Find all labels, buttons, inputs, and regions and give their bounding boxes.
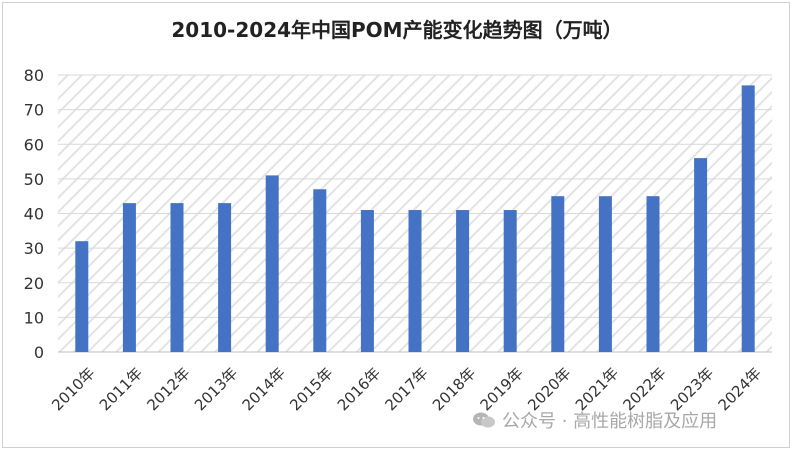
y-tick-label: 0 xyxy=(34,343,44,362)
bar xyxy=(170,203,184,352)
bar xyxy=(456,210,470,352)
y-tick-label: 10 xyxy=(24,308,44,327)
watermark-text: 公众号 · 高性能树脂及应用 xyxy=(502,411,718,432)
x-tick-label: 2010年 xyxy=(48,364,98,414)
y-tick-label: 80 xyxy=(24,66,44,85)
x-tick-label: 2011年 xyxy=(96,364,146,414)
bar xyxy=(694,158,708,352)
bar xyxy=(218,203,232,352)
watermark: 公众号 · 高性能树脂及应用 xyxy=(472,406,717,434)
bar xyxy=(646,196,660,352)
chart-frame xyxy=(2,2,790,448)
x-tick-label: 2012年 xyxy=(143,364,193,414)
x-tick-label: 2015年 xyxy=(286,364,336,414)
y-tick-label: 30 xyxy=(24,239,44,258)
x-tick-label: 2024年 xyxy=(715,364,765,414)
bar xyxy=(360,210,374,352)
wechat-icon xyxy=(473,412,495,428)
bar xyxy=(75,241,89,352)
bar xyxy=(265,175,279,352)
bar xyxy=(313,189,327,352)
x-tick-label: 2013年 xyxy=(191,364,241,414)
y-tick-label: 60 xyxy=(24,135,44,154)
bar xyxy=(122,203,136,352)
bar xyxy=(408,210,422,352)
y-tick-label: 40 xyxy=(24,205,44,224)
y-tick-label: 70 xyxy=(24,101,44,120)
bar xyxy=(598,196,612,352)
y-tick-label: 20 xyxy=(24,274,44,293)
chart-title: 2010-2024年中国POM产能变化趋势图（万吨） xyxy=(171,18,623,42)
bar xyxy=(741,85,755,352)
x-tick-label: 2017年 xyxy=(381,364,431,414)
bar xyxy=(503,210,517,352)
bar xyxy=(551,196,565,352)
y-tick-label: 50 xyxy=(24,170,44,189)
x-tick-label: 2016年 xyxy=(334,364,384,414)
x-tick-label: 2014年 xyxy=(239,364,289,414)
